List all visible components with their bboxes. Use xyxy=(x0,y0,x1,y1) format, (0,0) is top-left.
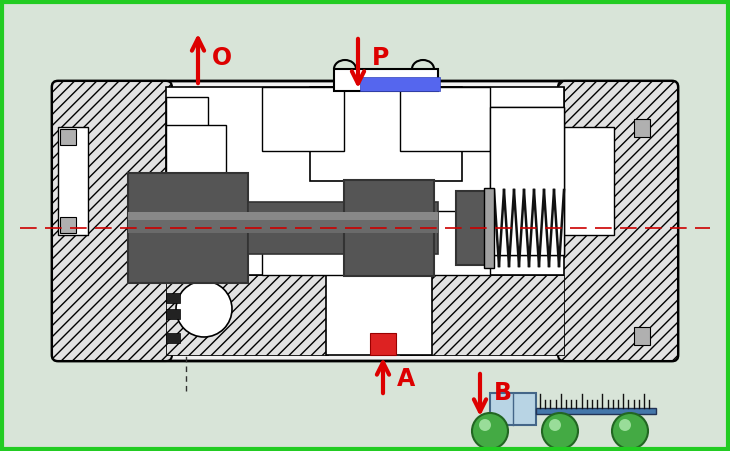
Text: B: B xyxy=(494,381,512,405)
Bar xyxy=(310,87,462,181)
Bar xyxy=(400,275,564,355)
Circle shape xyxy=(549,419,561,431)
Bar xyxy=(344,180,434,276)
FancyBboxPatch shape xyxy=(558,81,678,361)
Bar xyxy=(326,275,432,355)
Bar xyxy=(128,173,248,283)
Bar xyxy=(58,127,88,235)
Bar xyxy=(248,202,438,254)
Bar xyxy=(60,129,76,145)
Bar xyxy=(344,212,434,220)
Bar xyxy=(400,87,490,151)
Bar xyxy=(166,87,564,275)
Bar xyxy=(166,87,328,181)
Bar xyxy=(400,211,490,275)
Bar xyxy=(490,393,536,425)
Circle shape xyxy=(542,413,578,449)
Text: A: A xyxy=(397,367,415,391)
Text: P: P xyxy=(372,46,389,70)
Bar xyxy=(370,333,396,355)
Bar xyxy=(262,87,344,151)
Bar xyxy=(128,215,248,233)
Circle shape xyxy=(619,419,631,431)
Text: O: O xyxy=(212,46,232,70)
Bar xyxy=(166,333,180,343)
Bar xyxy=(634,327,650,345)
Bar xyxy=(166,275,328,355)
Circle shape xyxy=(612,413,648,449)
Bar xyxy=(166,293,180,303)
Bar xyxy=(248,215,438,233)
Bar xyxy=(484,188,494,268)
Bar xyxy=(536,408,656,414)
FancyBboxPatch shape xyxy=(52,81,678,361)
Bar xyxy=(248,212,438,220)
FancyBboxPatch shape xyxy=(52,81,172,361)
Bar xyxy=(166,97,208,265)
Circle shape xyxy=(176,281,232,337)
Bar xyxy=(166,309,180,319)
Circle shape xyxy=(479,419,491,431)
Bar xyxy=(490,107,564,255)
Bar xyxy=(490,107,564,255)
Bar xyxy=(564,127,614,235)
Bar xyxy=(166,125,226,237)
Bar xyxy=(60,217,76,233)
Bar xyxy=(128,212,248,220)
Bar xyxy=(634,119,650,137)
Bar xyxy=(262,215,344,275)
Bar xyxy=(456,191,490,265)
Bar xyxy=(400,87,564,181)
Circle shape xyxy=(472,413,508,449)
Bar xyxy=(334,69,438,91)
Bar xyxy=(360,77,440,91)
Bar xyxy=(344,215,434,233)
